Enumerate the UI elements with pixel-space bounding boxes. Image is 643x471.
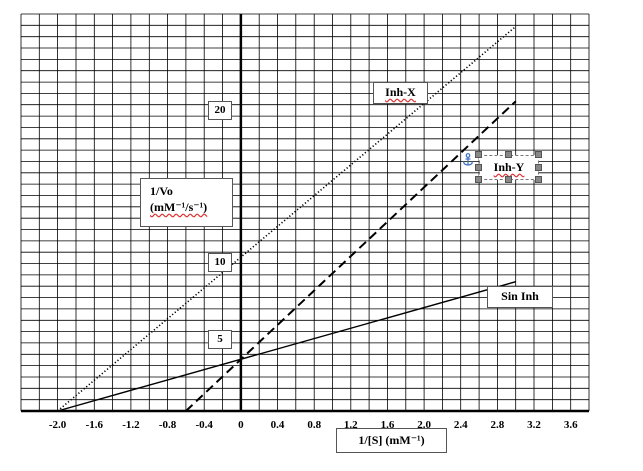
y-value-label-10: 10 — [208, 253, 232, 272]
resize-handle-bottom-left[interactable] — [475, 176, 482, 183]
y-value-label-20: 20 — [208, 101, 232, 120]
resize-handle-mid-right[interactable] — [535, 164, 542, 171]
resize-handle-top-left[interactable] — [475, 151, 482, 158]
resize-handle-mid-left[interactable] — [475, 164, 482, 171]
series-label-inh-y-text: Inh-Y — [493, 160, 525, 174]
series-label-sin-inh: Sin Inh — [487, 286, 553, 308]
x-tick-label: 3.6 — [564, 419, 578, 431]
x-tick-label: -0.8 — [159, 419, 177, 431]
x-tick-label: 0 — [238, 419, 244, 431]
series-line-inh-x — [57, 25, 517, 412]
series-label-inh-x-text: Inh-X — [385, 85, 416, 99]
x-tick-label: -0.4 — [195, 419, 213, 431]
resize-handle-bottom-right[interactable] — [535, 176, 542, 183]
axes — [21, 14, 589, 413]
x-tick-label: 3.2 — [527, 419, 541, 431]
grid-lines — [20, 13, 590, 412]
y-value-label-5: 5 — [208, 330, 232, 349]
resize-handle-top-mid[interactable] — [505, 151, 512, 158]
x-tick-label: -1.2 — [122, 419, 140, 431]
x-tick-label: 2.4 — [454, 419, 468, 431]
x-tick-label: -2.0 — [49, 419, 67, 431]
x-tick-labels: -2.0 -1.6 -1.2 -0.8 -0.4 0 0.4 0.8 1.2 1.6 2.0 2.4 2… — [49, 419, 578, 431]
x-tick-label: 2.8 — [491, 419, 505, 431]
anchor-icon[interactable] — [462, 153, 474, 167]
x-axis-label: 1/[S] (mM⁻¹) — [336, 428, 447, 453]
resize-handle-bottom-mid[interactable] — [505, 176, 512, 183]
x-tick-label: -1.6 — [86, 419, 104, 431]
series-label-inh-x: Inh-X — [373, 82, 428, 104]
series-line-sin-inh — [57, 281, 516, 412]
x-tick-label: 0.4 — [271, 419, 285, 431]
y-axis-label-line2: (mM⁻¹/s⁻¹) — [150, 200, 208, 214]
y-axis-label: 1/Vo (mM⁻¹/s⁻¹) — [140, 178, 233, 227]
x-tick-label: 0.8 — [307, 419, 321, 431]
series-lines — [57, 25, 517, 412]
y-axis-label-line1: 1/Vo — [150, 184, 173, 198]
series-label-inh-y[interactable]: Inh-Y — [479, 155, 539, 180]
resize-handle-top-right[interactable] — [535, 151, 542, 158]
